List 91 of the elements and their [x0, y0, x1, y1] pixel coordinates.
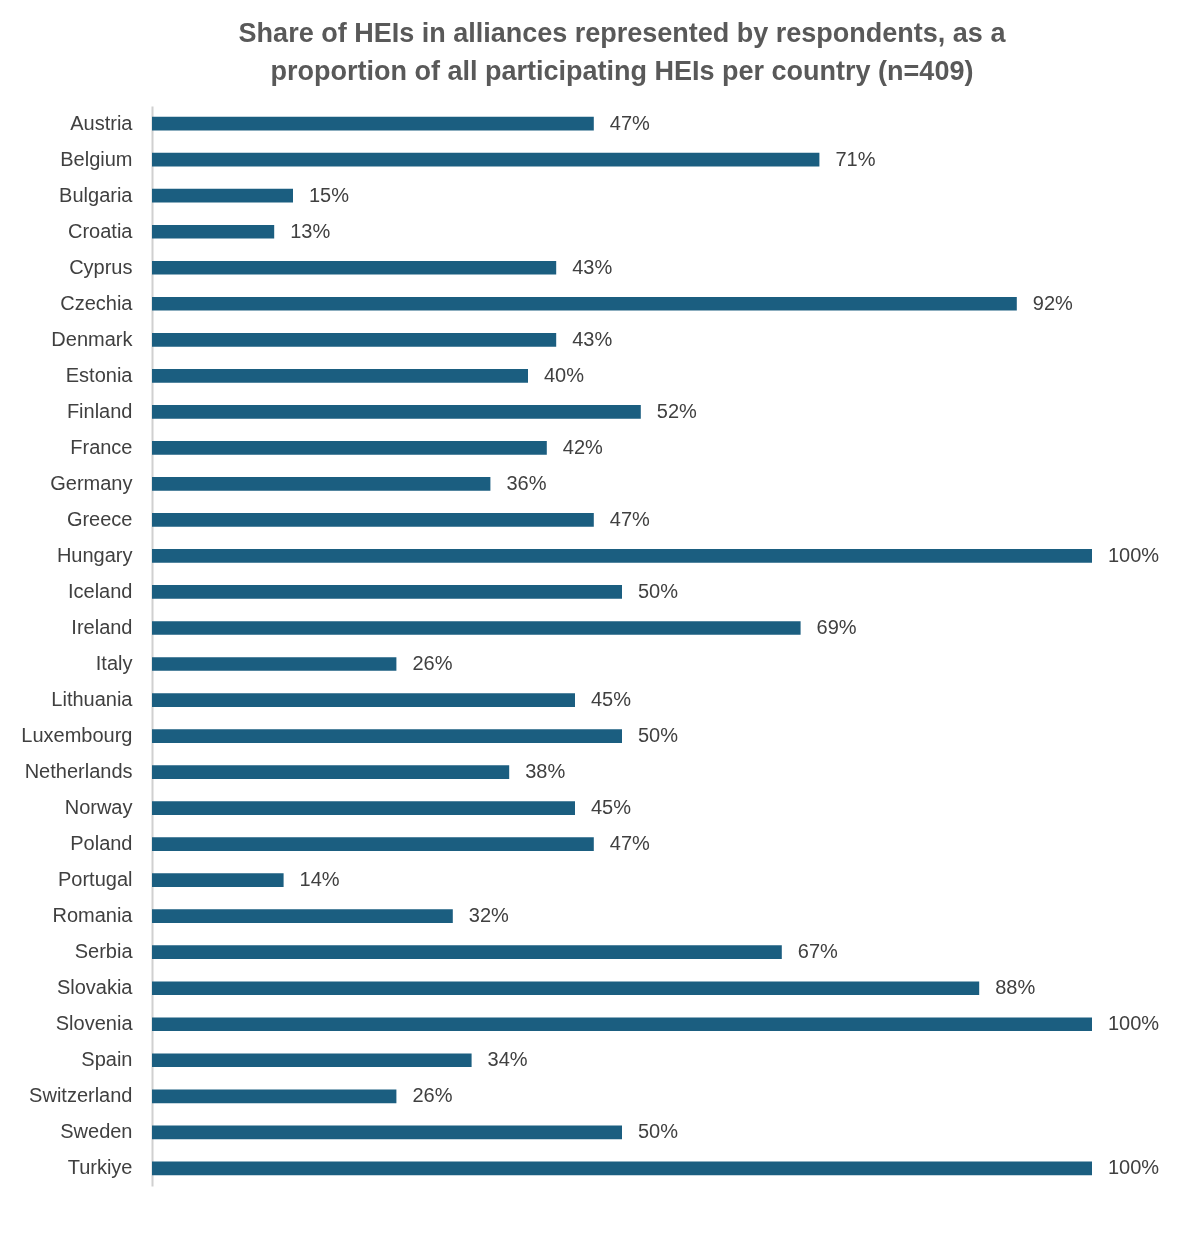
y-tick-label: Switzerland [29, 1084, 133, 1107]
bar [152, 441, 547, 455]
y-tick-label: Serbia [74, 940, 134, 963]
data-label: 100% [1108, 1012, 1160, 1035]
y-tick-label: Slovenia [55, 1012, 134, 1035]
bar [152, 1089, 397, 1104]
y-tick-label: Ireland [71, 615, 133, 638]
y-tick-label: Luxembourg [21, 724, 133, 747]
y-tick-label: Cyprus [69, 255, 133, 278]
bar [152, 837, 594, 851]
bar [152, 1017, 1092, 1032]
data-label: 38% [525, 760, 566, 783]
bar [152, 224, 275, 239]
data-label: 71% [835, 147, 876, 170]
y-tick-label: Lithuania [51, 688, 134, 711]
bar [152, 1161, 1092, 1176]
data-label: 50% [638, 1120, 679, 1143]
bar [152, 621, 801, 635]
y-tick-label: Portugal [58, 868, 133, 891]
bar [152, 477, 491, 491]
y-tick-label: Italy [95, 652, 133, 675]
data-label: 47% [609, 111, 651, 134]
bar [152, 1125, 622, 1140]
data-label: 45% [591, 688, 632, 711]
y-tick-label: Romania [52, 904, 134, 927]
bar [152, 693, 575, 707]
bar [152, 585, 622, 599]
bar [152, 945, 782, 960]
data-label: 47% [609, 832, 651, 855]
data-label: 32% [468, 904, 510, 927]
bar [152, 405, 641, 419]
y-tick-label: Belgium [60, 147, 133, 170]
y-tick-label: Poland [70, 832, 133, 855]
y-tick-label: Austria [70, 111, 134, 134]
bar [152, 549, 1092, 563]
y-tick-label: Bulgaria [59, 183, 134, 206]
data-label: 100% [1108, 1156, 1160, 1179]
y-tick-label: Netherlands [24, 760, 133, 783]
y-tick-label: Slovakia [56, 976, 134, 999]
y-tick-label: Finland [66, 399, 133, 422]
chart-title: Share of HEIs in alliances represented by respondents, as a proportion of all participating HEIs per country (n=409) [238, 18, 1007, 86]
y-tick-label: Denmark [51, 327, 134, 350]
y-tick-label: Iceland [68, 579, 133, 602]
data-label: 40% [544, 363, 585, 386]
bar [152, 1053, 472, 1068]
bar [152, 801, 575, 815]
y-tick-label: Hungary [56, 543, 133, 566]
bar [152, 873, 284, 887]
bar [152, 981, 980, 996]
y-tick-label: Czechia [60, 291, 134, 314]
bar [152, 368, 528, 383]
data-label: 69% [816, 615, 857, 638]
bar [152, 332, 557, 347]
y-tick-label: Norway [64, 796, 133, 819]
y-tick-label: Sweden [60, 1120, 133, 1143]
bar [152, 260, 557, 275]
data-label: 34% [487, 1048, 528, 1071]
data-label: 52% [656, 399, 698, 422]
y-tick-label: Estonia [65, 363, 134, 386]
bar [152, 513, 594, 527]
data-label: 15% [309, 183, 350, 206]
data-label: 88% [995, 976, 1036, 999]
data-label: 42% [562, 435, 604, 458]
data-label: 13% [290, 219, 331, 242]
bar [152, 296, 1017, 311]
bar [152, 909, 453, 924]
data-label: 45% [591, 796, 632, 819]
data-label: 14% [299, 868, 340, 891]
y-tick-label: Spain [81, 1048, 133, 1071]
data-label: 43% [572, 327, 613, 350]
bar [152, 765, 510, 779]
y-tick-label: Greece [66, 507, 133, 530]
data-label: 50% [638, 724, 679, 747]
data-label: 26% [412, 1084, 453, 1107]
bar [152, 116, 594, 131]
data-label: 43% [572, 255, 613, 278]
data-label: 26% [412, 652, 453, 675]
bar [152, 152, 820, 167]
data-label: 50% [638, 579, 679, 602]
y-tick-label: Germany [50, 471, 133, 494]
data-label: 47% [609, 507, 651, 530]
y-tick-label: Turkiye [67, 1156, 133, 1179]
data-label: 100% [1108, 543, 1160, 566]
data-label: 36% [506, 471, 547, 494]
data-label: 67% [797, 940, 839, 963]
y-tick-label: Croatia [68, 219, 134, 242]
bar [152, 729, 622, 743]
bar [152, 188, 293, 203]
bar [152, 657, 397, 671]
data-label: 92% [1032, 291, 1074, 314]
y-tick-label: France [70, 435, 133, 458]
